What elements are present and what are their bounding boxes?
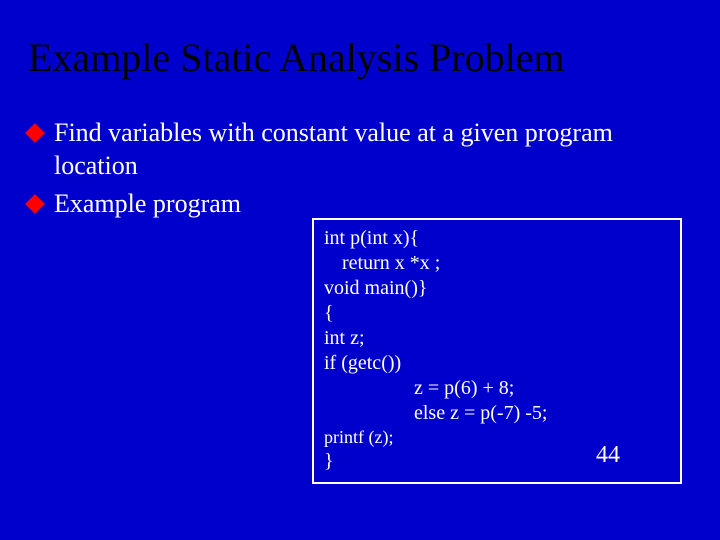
code-line: else z = p(-7) -5;: [324, 401, 670, 426]
code-line: int p(int x){: [324, 226, 670, 251]
code-line: if (getc()): [324, 351, 670, 376]
code-line: return x *x ;: [324, 251, 670, 276]
bullet-item: Find variables with constant value at a …: [28, 117, 692, 182]
code-line: z = p(6) + 8;: [324, 376, 670, 401]
code-box: int p(int x){ return x *x ; void main()}…: [312, 218, 682, 484]
bullet-item: Example program: [28, 188, 692, 221]
bullet-text: Find variables with constant value at a …: [54, 117, 614, 182]
code-line: int z;: [324, 326, 670, 351]
slide: Example Static Analysis Problem Find var…: [0, 0, 720, 540]
code-line: {: [324, 301, 670, 326]
code-line: void main()}: [324, 276, 670, 301]
slide-title: Example Static Analysis Problem: [28, 34, 692, 81]
page-number: 44: [596, 440, 620, 470]
bullet-list: Find variables with constant value at a …: [28, 117, 692, 221]
diamond-icon: [25, 123, 45, 143]
diamond-icon: [25, 194, 45, 214]
bullet-text: Example program: [54, 188, 241, 221]
